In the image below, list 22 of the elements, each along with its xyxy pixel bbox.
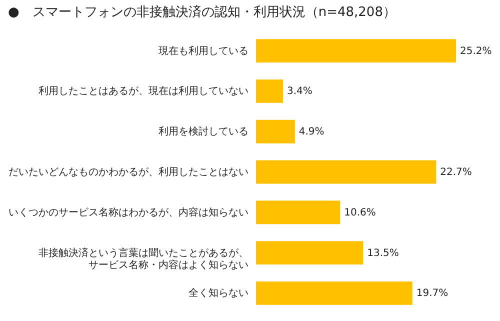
data-label: 4.9% <box>298 126 324 138</box>
data-label: 25.2% <box>460 46 492 57</box>
y-tick-label: いくつかのサービス名称はわかるが、内容は知らない <box>8 206 248 218</box>
data-label: 3.4% <box>286 86 312 98</box>
data-label: 19.7% <box>416 288 448 300</box>
bar <box>256 160 436 184</box>
y-tick-label: 利用を検討している <box>158 126 248 138</box>
bar <box>256 79 283 103</box>
bar <box>256 39 456 63</box>
bar <box>256 241 364 265</box>
y-tick-label: だいたいどんなものかわかるが、利用したことはない <box>8 166 248 178</box>
y-tick-label: 全く知らない <box>188 287 248 300</box>
chart-title: ● スマートフォンの非接触決済の認知・利用状況（n=48,208） <box>8 4 396 20</box>
data-label: 13.5% <box>367 248 399 259</box>
bar <box>256 120 295 144</box>
data-label: 10.6% <box>344 207 376 218</box>
y-tick-label: 現在も利用している <box>158 44 248 57</box>
y-tick-label: 利用したことはあるが、現在は利用していない <box>38 85 248 98</box>
bar <box>256 281 412 305</box>
y-tick-label: 非接触決済という言葉は聞いたことがあるが、サービス名称・内容はよく知らない <box>38 246 248 271</box>
data-label: 22.7% <box>440 167 472 178</box>
bar <box>256 200 340 224</box>
